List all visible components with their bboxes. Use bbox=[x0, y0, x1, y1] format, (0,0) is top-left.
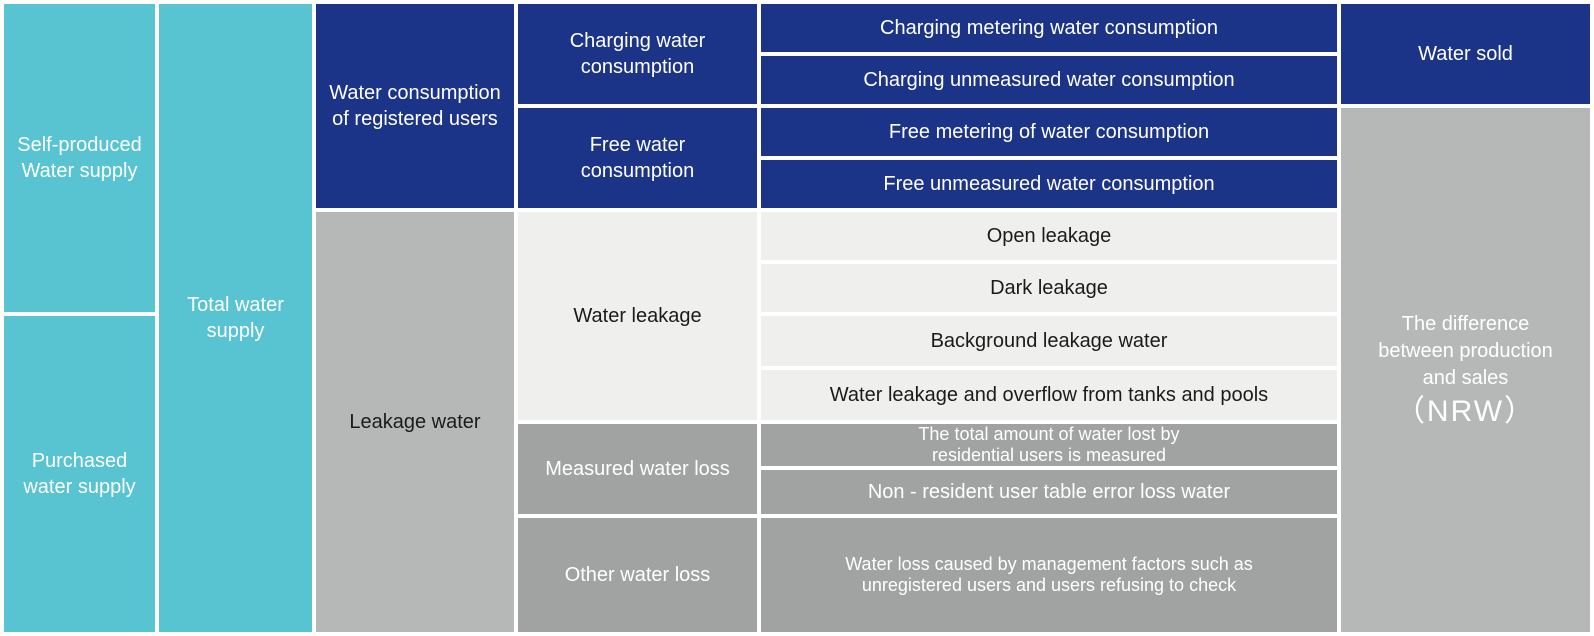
row-background-leakage: Background leakage water bbox=[761, 316, 1337, 366]
row-non-resident-table-error: Non - resident user table error loss wat… bbox=[761, 470, 1337, 514]
row-dark-leakage: Dark leakage bbox=[761, 264, 1337, 312]
cell-free-water-consumption: Free water consumption bbox=[518, 108, 757, 208]
cell-charging-water-consumption: Charging water consumption bbox=[518, 4, 757, 104]
cell-leakage-water: Leakage water bbox=[316, 212, 514, 632]
cell-water-leakage: Water leakage bbox=[518, 212, 757, 420]
row-tank-overflow-leakage: Water leakage and overflow from tanks an… bbox=[761, 370, 1337, 420]
row-charging-metering: Charging metering water consumption bbox=[761, 4, 1337, 52]
cell-registered-users-consumption: Water consumption of registered users bbox=[316, 4, 514, 208]
cell-water-sold: Water sold bbox=[1341, 4, 1590, 104]
cell-total-water-supply: Total water supply bbox=[159, 4, 312, 632]
cell-other-water-loss: Other water loss bbox=[518, 518, 757, 632]
row-residential-measured-loss: The total amount of water lost by reside… bbox=[761, 424, 1337, 466]
nrw-label: （NRW） bbox=[1394, 394, 1537, 428]
cell-nrw: The difference between production and sa… bbox=[1341, 108, 1590, 632]
cell-measured-water-loss: Measured water loss bbox=[518, 424, 757, 514]
row-open-leakage: Open leakage bbox=[761, 212, 1337, 260]
row-free-unmeasured: Free unmeasured water consumption bbox=[761, 160, 1337, 208]
row-management-factor-loss: Water loss caused by management factors … bbox=[761, 518, 1337, 632]
row-free-metering: Free metering of water consumption bbox=[761, 108, 1337, 156]
cell-self-produced-water-supply: Self-produced Water supply bbox=[4, 4, 155, 312]
cell-purchased-water-supply: Purchased water supply bbox=[4, 316, 155, 632]
row-charging-unmeasured: Charging unmeasured water consumption bbox=[761, 56, 1337, 104]
nrw-description: The difference between production and sa… bbox=[1378, 312, 1553, 389]
